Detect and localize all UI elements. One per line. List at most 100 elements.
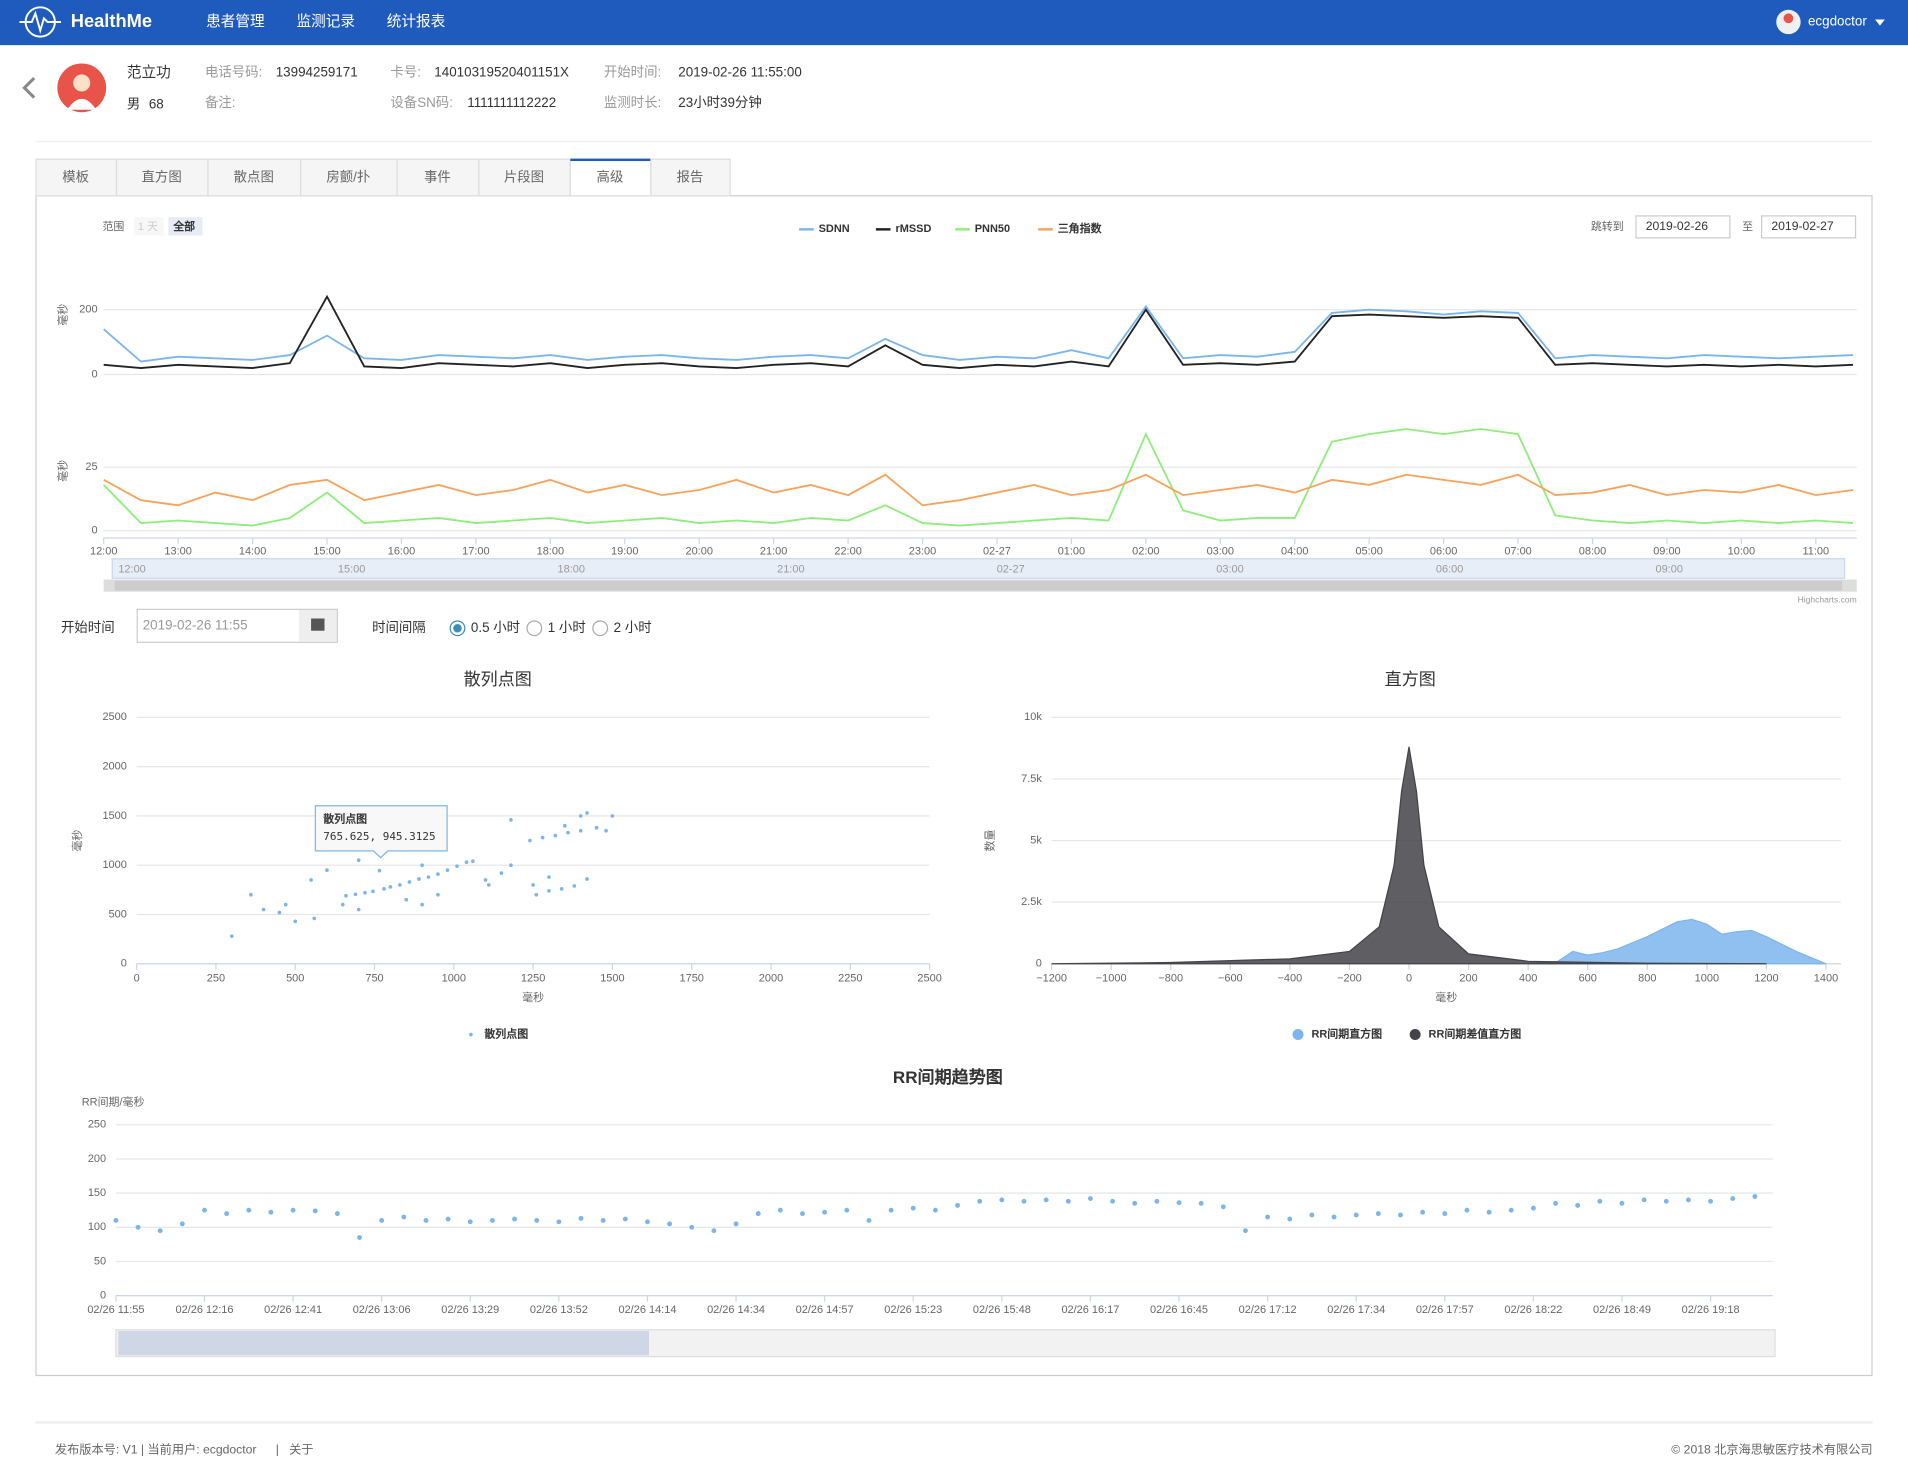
range-button-selected[interactable] xyxy=(168,217,203,236)
user-name[interactable]: ecgdoctor xyxy=(1808,14,1867,29)
radio[interactable] xyxy=(592,620,609,637)
tab[interactable] xyxy=(35,158,118,197)
point xyxy=(578,1215,584,1221)
navigator-label: 09:00 xyxy=(1655,564,1682,576)
tab-label[interactable]: 高级 xyxy=(597,169,624,185)
interval-options: 0.5 小时 1 小时 2 小时 xyxy=(449,620,652,637)
x-tick-label: 2500 xyxy=(917,972,941,984)
point xyxy=(594,825,599,830)
point xyxy=(224,1211,230,1217)
nav-link[interactable]: 监测记录 xyxy=(296,13,355,30)
scrollbar-thumb[interactable] xyxy=(114,580,1843,591)
tab-label[interactable]: 模板 xyxy=(62,170,89,185)
y-tick-label: 2000 xyxy=(102,761,126,773)
x-tick-label: −600 xyxy=(1218,972,1243,984)
footer-about[interactable]: 关于 xyxy=(289,1443,313,1457)
nav-link[interactable]: 统计报表 xyxy=(387,13,446,30)
tab[interactable] xyxy=(300,158,398,197)
point xyxy=(363,890,367,895)
point xyxy=(1420,1209,1426,1215)
date-input[interactable] xyxy=(1635,215,1731,239)
x-tick-label: 04:00 xyxy=(1281,545,1308,557)
tab[interactable] xyxy=(478,158,571,197)
point xyxy=(423,1218,429,1223)
point xyxy=(486,883,491,887)
point xyxy=(866,1218,872,1223)
field-value: 2019-02-26 11:55:00 xyxy=(678,65,802,80)
back-button[interactable] xyxy=(22,77,36,99)
x-tick-label: 03:00 xyxy=(1207,545,1234,557)
avatar-body xyxy=(67,98,97,110)
navigator-label: 06:00 xyxy=(1436,564,1463,576)
x-tick-label: 02/26 18:22 xyxy=(1504,1304,1562,1316)
legend-label[interactable]: PNN50 xyxy=(975,223,1010,235)
rr-navigator[interactable] xyxy=(115,1329,1776,1358)
legend-label[interactable]: SDNN xyxy=(819,223,850,235)
navigator-label: 12:00 xyxy=(118,564,145,576)
radio-dot xyxy=(453,624,462,633)
legend-label[interactable]: RR间期差值直方图 xyxy=(1429,1026,1522,1040)
x-tick-label: 02/26 12:16 xyxy=(176,1304,234,1316)
legend-label[interactable]: 三角指数 xyxy=(1058,221,1103,235)
user-menu-caret[interactable] xyxy=(1875,19,1885,26)
tab-label[interactable]: 直方图 xyxy=(142,170,182,185)
range-label: 范围 xyxy=(102,219,124,233)
navigator[interactable] xyxy=(111,558,1846,579)
rr-navigator-window[interactable] xyxy=(118,1330,650,1356)
x-tick-label: 09:00 xyxy=(1653,545,1680,557)
top-bar xyxy=(0,0,1908,46)
point xyxy=(1508,1207,1514,1213)
tab[interactable] xyxy=(650,158,731,197)
point xyxy=(1154,1198,1160,1204)
tab-label[interactable]: 房颤/扑 xyxy=(326,170,370,185)
point xyxy=(1442,1211,1448,1217)
date-to[interactable]: 2019-02-27 xyxy=(1771,219,1834,233)
date-input[interactable] xyxy=(1760,215,1857,239)
range-option[interactable]: 1 天 xyxy=(138,221,158,233)
x-tick-label: 02/26 14:34 xyxy=(707,1304,765,1316)
x-tick-label: 1750 xyxy=(680,972,704,984)
point xyxy=(534,892,539,897)
tab-label[interactable]: 散点图 xyxy=(234,170,274,185)
point xyxy=(179,1221,185,1227)
patient-name: 范立功 xyxy=(127,64,171,81)
y-tick-label: 7.5k xyxy=(1021,773,1042,785)
legend-label[interactable]: RR间期直方图 xyxy=(1311,1026,1382,1040)
range-option[interactable]: 全部 xyxy=(172,219,195,233)
chart-title: 直方图 xyxy=(1385,670,1436,689)
x-tick-label: 02/26 17:57 xyxy=(1416,1304,1474,1316)
point xyxy=(1597,1198,1603,1204)
radio-label[interactable]: 0.5 小时 xyxy=(471,620,520,635)
point xyxy=(1043,1197,1049,1203)
radio-label[interactable]: 2 小时 xyxy=(614,620,652,635)
point xyxy=(1708,1198,1714,1204)
axis-title: 毫秒 xyxy=(55,460,69,482)
point xyxy=(572,884,577,888)
tab-label[interactable]: 片段图 xyxy=(504,170,544,185)
x-tick-label: 02/26 17:12 xyxy=(1239,1304,1297,1316)
legend-label[interactable]: rMSSD xyxy=(895,223,931,235)
start-value[interactable]: 2019-02-26 11:55 xyxy=(143,617,248,632)
radio[interactable] xyxy=(526,620,543,637)
x-tick-label: 23:00 xyxy=(909,545,936,557)
navigator-label: 21:00 xyxy=(777,564,804,576)
tab-label[interactable]: 报告 xyxy=(676,170,703,185)
point xyxy=(1265,1214,1271,1220)
point xyxy=(407,880,412,884)
tab-label[interactable]: 事件 xyxy=(424,170,451,185)
point xyxy=(777,1207,783,1213)
radio-label[interactable]: 1 小时 xyxy=(548,620,586,635)
interval-label: 时间间隔 xyxy=(372,620,426,635)
nav-link[interactable]: 患者管理 xyxy=(206,13,265,30)
point xyxy=(309,878,313,882)
x-tick-label: 11:00 xyxy=(1802,545,1829,557)
date-from[interactable]: 2019-02-26 xyxy=(1646,219,1709,233)
point xyxy=(1021,1198,1027,1204)
point xyxy=(283,902,288,907)
point xyxy=(1087,1196,1093,1202)
point xyxy=(157,1228,163,1234)
range-button[interactable] xyxy=(134,217,164,236)
legend-label[interactable]: 散列点图 xyxy=(484,1026,528,1040)
tab[interactable] xyxy=(115,158,209,197)
patient-sex: 男 xyxy=(127,96,140,111)
